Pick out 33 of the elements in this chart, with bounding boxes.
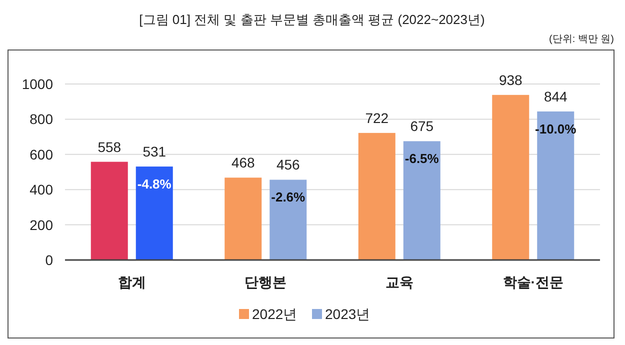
data-label: 468 — [231, 154, 256, 171]
data-label: 722 — [365, 110, 389, 126]
bar — [403, 141, 440, 260]
data-label: 938 — [498, 72, 523, 88]
x-tick-label: 단행본 — [244, 274, 287, 290]
data-label: 558 — [98, 138, 122, 155]
annotation: -6.5% — [404, 151, 440, 166]
data-label: 456 — [276, 156, 300, 173]
bar — [224, 178, 262, 260]
bar — [270, 180, 307, 260]
bar — [358, 132, 396, 260]
y-tick-label: 600 — [30, 146, 54, 162]
bar — [90, 162, 128, 260]
y-tick-label: 800 — [30, 111, 54, 128]
data-label: 531 — [142, 144, 166, 160]
bar — [136, 166, 173, 260]
legend-label: 2023년 — [325, 306, 370, 322]
y-tick-label: 400 — [30, 182, 54, 198]
x-tick-label: 합계 — [118, 274, 146, 290]
chart-subtitle: (단위: 백만 원) — [549, 34, 614, 45]
y-tick-label: 200 — [30, 216, 54, 233]
data-label: 675 — [410, 118, 434, 134]
data-label: 844 — [544, 88, 568, 104]
x-tick-label: 교육 — [385, 274, 414, 290]
annotation: -2.6% — [271, 190, 306, 205]
y-tick-label: 1000 — [22, 76, 54, 92]
x-tick-label: 학술·전문 — [502, 274, 564, 290]
y-tick-label: 0 — [45, 252, 54, 268]
bar — [492, 94, 530, 260]
chart-title: [그림 01] 전체 및 출판 부문별 총매출액 평균 (2022~2023년) — [139, 12, 485, 27]
annotation: -4.8% — [137, 176, 172, 192]
bar — [537, 111, 574, 260]
legend-label: 2022년 — [252, 306, 298, 322]
